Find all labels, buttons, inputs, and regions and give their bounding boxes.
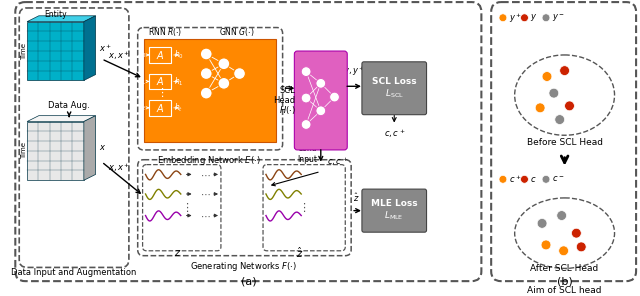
Text: Before SCL Head: Before SCL Head	[527, 138, 603, 147]
Text: SCL Loss
$L_{\mathrm{SCL}}$: SCL Loss $L_{\mathrm{SCL}}$	[372, 77, 417, 100]
Circle shape	[549, 88, 559, 98]
Text: Time: Time	[21, 43, 27, 59]
FancyBboxPatch shape	[150, 47, 171, 63]
Circle shape	[560, 66, 570, 75]
Text: Cond
Input: Cond Input	[297, 144, 317, 164]
Text: $y$: $y$	[531, 12, 538, 23]
Text: $h_0$: $h_0$	[174, 49, 184, 61]
Text: $x^+$: $x^+$	[99, 42, 111, 54]
Text: $H(\cdot)$: $H(\cdot)$	[278, 104, 295, 116]
Text: $c, c^+$: $c, c^+$	[383, 127, 405, 140]
FancyBboxPatch shape	[27, 22, 84, 81]
Text: Time: Time	[21, 142, 27, 160]
Text: $y, y^+$: $y, y^+$	[343, 65, 365, 78]
Text: $\cdots$: $\cdots$	[200, 189, 211, 199]
Text: Head: Head	[273, 96, 295, 105]
FancyBboxPatch shape	[362, 62, 426, 115]
Text: $\cdots$: $\cdots$	[200, 169, 211, 179]
Text: (b): (b)	[557, 276, 573, 286]
Polygon shape	[27, 16, 95, 22]
Circle shape	[301, 120, 311, 129]
Text: Aim of SCL head: Aim of SCL head	[527, 286, 602, 295]
Circle shape	[520, 176, 529, 183]
Circle shape	[200, 68, 212, 79]
Text: $z$: $z$	[174, 248, 182, 258]
Circle shape	[200, 87, 212, 99]
FancyBboxPatch shape	[27, 122, 84, 180]
FancyBboxPatch shape	[362, 189, 426, 232]
Text: MLE Loss
$L_{\mathrm{MLE}}$: MLE Loss $L_{\mathrm{MLE}}$	[371, 199, 417, 222]
Polygon shape	[84, 16, 95, 81]
Circle shape	[557, 211, 566, 221]
Circle shape	[555, 115, 564, 125]
Text: $c, c^+$: $c, c^+$	[326, 155, 348, 168]
Text: Generating Networks $F(\cdot)$: Generating Networks $F(\cdot)$	[190, 260, 297, 273]
Text: $\vdots$: $\vdots$	[298, 201, 307, 214]
Text: Entity: Entity	[44, 10, 67, 19]
Text: $\vdots$: $\vdots$	[180, 201, 189, 214]
Circle shape	[218, 58, 230, 70]
Polygon shape	[84, 116, 95, 180]
FancyBboxPatch shape	[150, 100, 171, 116]
Circle shape	[316, 106, 326, 116]
Text: $\hat{z}$: $\hat{z}$	[296, 246, 303, 260]
Text: SCL: SCL	[280, 86, 295, 95]
Text: (a): (a)	[241, 276, 256, 286]
Text: $x$: $x$	[99, 144, 106, 152]
Circle shape	[218, 78, 230, 89]
Circle shape	[537, 218, 547, 228]
Text: $y^-$: $y^-$	[552, 12, 565, 24]
Circle shape	[316, 78, 326, 88]
Circle shape	[301, 93, 311, 103]
Text: $h_t$: $h_t$	[174, 102, 183, 114]
Text: $x_t$: $x_t$	[138, 103, 147, 113]
Text: $x_0$: $x_0$	[137, 50, 147, 60]
Text: $y^+$: $y^+$	[509, 11, 522, 25]
Text: $\cdots$: $\cdots$	[200, 210, 211, 221]
Circle shape	[541, 240, 551, 250]
Circle shape	[520, 14, 529, 22]
Circle shape	[577, 242, 586, 252]
Text: $A$: $A$	[156, 49, 164, 61]
Text: $x_1$: $x_1$	[137, 76, 147, 87]
FancyBboxPatch shape	[143, 39, 276, 142]
Circle shape	[499, 176, 507, 183]
Text: $x, x^+$: $x, x^+$	[108, 162, 131, 174]
Circle shape	[330, 92, 339, 102]
Circle shape	[542, 72, 552, 81]
Text: After SCL Head: After SCL Head	[531, 264, 599, 273]
Text: $c$: $c$	[531, 175, 537, 184]
Text: $\hat{z}$: $\hat{z}$	[353, 191, 359, 204]
Text: $x, x^+$: $x, x^+$	[108, 49, 131, 62]
Text: GNN $G(\cdot)$: GNN $G(\cdot)$	[219, 26, 254, 38]
Circle shape	[499, 14, 507, 22]
Text: Data Input and Augmentation: Data Input and Augmentation	[12, 268, 137, 277]
Circle shape	[535, 103, 545, 113]
Text: $h_1$: $h_1$	[174, 75, 184, 88]
Circle shape	[542, 176, 550, 183]
Circle shape	[564, 101, 574, 111]
Text: $c^+$: $c^+$	[509, 173, 522, 185]
Text: Data Aug.: Data Aug.	[48, 101, 90, 110]
FancyBboxPatch shape	[294, 51, 348, 150]
Text: $A$: $A$	[156, 102, 164, 114]
Text: $\vdots$: $\vdots$	[156, 86, 164, 99]
Circle shape	[572, 228, 581, 238]
Text: Embedding Network $E(\cdot)$: Embedding Network $E(\cdot)$	[157, 154, 261, 167]
Circle shape	[200, 48, 212, 60]
FancyBboxPatch shape	[150, 74, 171, 89]
Circle shape	[301, 67, 311, 76]
Circle shape	[542, 14, 550, 22]
Circle shape	[234, 68, 245, 79]
Text: $A$: $A$	[156, 75, 164, 87]
Circle shape	[559, 246, 568, 256]
Polygon shape	[27, 116, 95, 122]
Text: RNN $R(\cdot)$: RNN $R(\cdot)$	[148, 26, 182, 38]
Text: $c^-$: $c^-$	[552, 175, 564, 184]
